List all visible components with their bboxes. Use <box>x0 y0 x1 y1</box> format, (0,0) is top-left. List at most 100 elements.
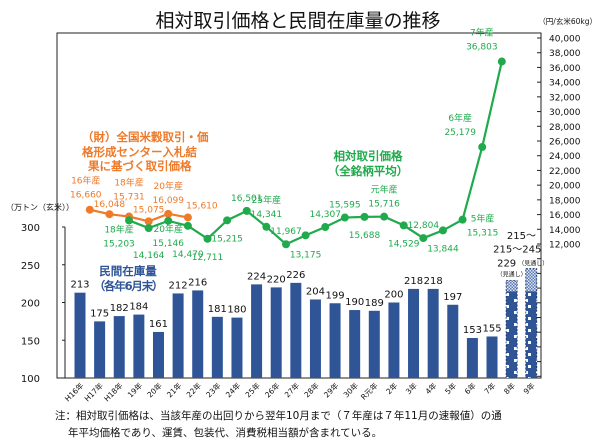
x-tick-label: 9年 <box>521 380 537 396</box>
chart-title: 相対取引価格と民間在庫量の推移 <box>155 10 440 32</box>
right-axis-tick-label: 26,000 <box>549 138 581 148</box>
left-axis-label: （万トン（玄米）） <box>6 202 74 212</box>
auction-price-point <box>105 210 114 219</box>
auction-price-value-label: 15,731 <box>113 193 145 203</box>
relative-price-point <box>321 223 330 232</box>
relative-price-value-label: 14,529 <box>388 239 420 249</box>
inventory-bar <box>408 288 420 378</box>
relative-price-point <box>183 221 192 230</box>
forecast-range-label: 215～ <box>507 231 536 242</box>
x-tick-label: 6年 <box>462 380 478 396</box>
relative-price-point <box>340 213 349 222</box>
inventory-value-label: 220 <box>267 274 286 285</box>
inventory-value-label: 180 <box>227 305 246 316</box>
left-axis-tick-label: 200 <box>21 299 40 310</box>
relative-price-value-label: 15,203 <box>103 239 135 249</box>
relative-price-point <box>380 212 389 221</box>
x-tick-label: 19年 <box>125 380 144 399</box>
x-tick-label: 26年 <box>262 380 281 399</box>
footnote-line: 注：相対取引価格は、当該年産の出回りから翌年10月まで（７年産は７年11月の速報… <box>55 410 502 422</box>
x-tick-label: 24年 <box>223 380 242 399</box>
inventory-value-label: 204 <box>306 286 325 297</box>
right-axis-tick-label: 24,000 <box>549 152 581 162</box>
x-tick-label: H18年 <box>102 380 125 403</box>
x-tick-label: R元年 <box>358 380 380 402</box>
relative-price-year-label: 25年産 <box>252 194 281 206</box>
auction-legend-line: 果に基づく取引価格 <box>87 159 192 173</box>
auction-price-point <box>183 213 192 222</box>
relative-price-year-label: 6年産 <box>448 112 472 124</box>
inventory-bar <box>349 310 361 378</box>
inventory-value-label: 184 <box>129 302 148 313</box>
inventory-bar <box>192 290 204 378</box>
auction-price-year-label: 18年産 <box>114 177 143 189</box>
right-axis-tick-label: 16,000 <box>549 211 581 221</box>
inventory-bar <box>251 284 263 378</box>
x-tick-label: 8年 <box>501 380 517 396</box>
inventory-bar <box>172 293 184 378</box>
right-axis-tick-label: 18,000 <box>549 196 581 206</box>
relative-price-value-label: 14,470 <box>172 250 204 260</box>
forecast-note: （見通し） <box>497 271 527 279</box>
right-axis-tick-label: 20,000 <box>549 182 581 192</box>
inventory-value-label: 182 <box>110 303 129 314</box>
inventory-value-label: 218 <box>404 276 423 287</box>
relative-price-value-label: 15,215 <box>211 234 243 244</box>
x-tick-label: 3年 <box>403 380 419 396</box>
relative-price-value-label: 12,711 <box>192 253 224 263</box>
relative-price-value-label: 16,501 <box>231 194 263 204</box>
right-axis-tick-label: 38,000 <box>549 49 581 59</box>
inventory-bar <box>270 287 282 378</box>
inventory-bar <box>486 336 498 378</box>
footnote-line: 年平均価格であり、運賃、包装代、消費税相当額が含まれている。 <box>68 427 383 439</box>
relative-price-year-label: 18年産 <box>104 223 133 235</box>
right-axis-label: （円/玄米60kg） <box>538 16 597 26</box>
relative-price-point <box>125 216 134 225</box>
right-axis-tick-label: 12,000 <box>549 241 581 251</box>
left-axis-tick-label: 300 <box>21 223 40 234</box>
inventory-value-label: 189 <box>365 298 384 309</box>
inventory-bar <box>152 331 164 378</box>
inventory-value-label: 218 <box>424 276 443 287</box>
relative-price-value-label: 15,315 <box>467 229 499 239</box>
forecast-note: （見通し） <box>518 260 548 268</box>
inventory-value-label: 153 <box>463 325 482 336</box>
inventory-bar <box>133 314 145 378</box>
inventory-legend: 民間在庫量 （各年6月末） <box>94 264 164 293</box>
right-axis-tick-label: 28,000 <box>549 123 581 133</box>
relative-price-year-label: 元年産 <box>371 184 398 196</box>
auction-price-value-label: 16,660 <box>70 191 102 201</box>
auction-legend-line: 格形成センター入札結 <box>82 145 197 159</box>
relative-price-value-label: 13,175 <box>290 250 322 260</box>
relative-price-point <box>164 216 173 225</box>
inventory-bar <box>388 302 400 378</box>
right-axis-tick-label: 22,000 <box>549 167 581 177</box>
relative-price-value-label: 14,164 <box>133 251 165 261</box>
auction-price-value-label: 16,099 <box>153 196 185 206</box>
right-axis-tick-label: 40,000 <box>549 35 581 45</box>
inventory-value-label: 199 <box>326 290 345 301</box>
inventory-bar <box>447 304 459 378</box>
inventory-value-label: 200 <box>384 290 403 301</box>
relative-price-legend: 相対取引価格 （全銘柄平均） <box>328 149 409 178</box>
inventory-bar <box>427 288 439 378</box>
relative-price-year-label: 5年産 <box>471 213 495 225</box>
relative-price-point <box>438 226 447 235</box>
relative-price-point <box>282 240 290 249</box>
relative-price-value-label: 25,179 <box>444 128 476 138</box>
x-tick-label: 23年 <box>204 380 223 399</box>
inventory-bar <box>329 303 341 378</box>
inventory-legend-line: 民間在庫量 <box>99 264 157 278</box>
auction-price-value-label: 16,048 <box>94 200 126 210</box>
relative-price-point <box>419 234 428 243</box>
inventory-bar-outline <box>525 268 538 379</box>
x-tick-label: 25年 <box>243 380 262 399</box>
relative-price-point <box>262 222 271 231</box>
auction-price-point <box>164 209 173 218</box>
relative-price-point <box>497 57 506 66</box>
right-axis-tick-label: 30,000 <box>549 108 581 118</box>
inventory-bar-forecast-range <box>525 268 537 292</box>
x-tick-label: H16年 <box>62 380 85 403</box>
inventory-bar <box>94 321 106 378</box>
